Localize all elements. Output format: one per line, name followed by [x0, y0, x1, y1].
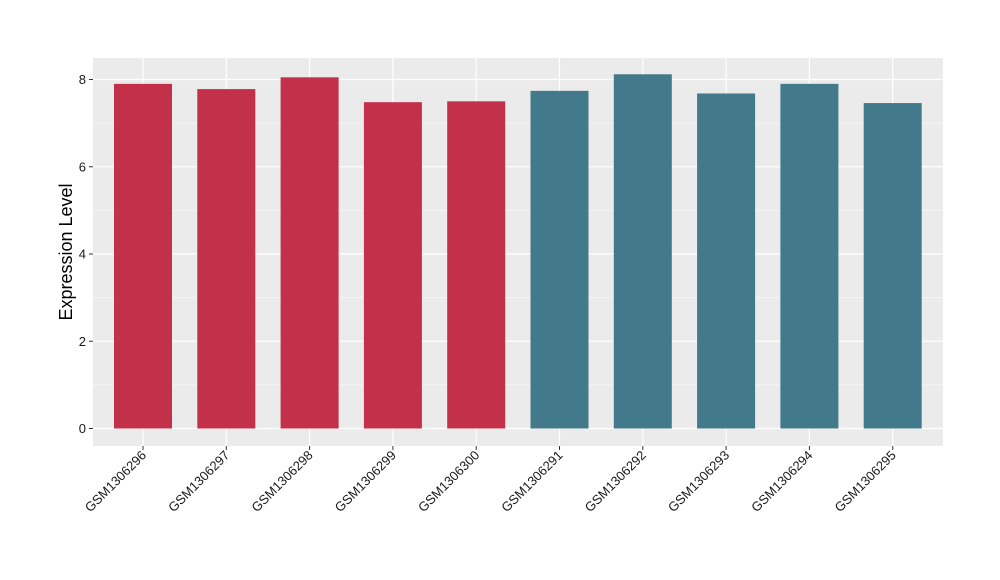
x-tick-label: GSM1306294 [748, 448, 815, 515]
bar-GSM1306300 [447, 101, 506, 429]
y-tick-label: 8 [79, 72, 86, 87]
x-tick-label: GSM1306297 [165, 448, 232, 515]
y-axis-title: Expression Level [56, 183, 76, 320]
x-tick-label: GSM1306298 [248, 448, 315, 515]
y-tick-label: 4 [79, 247, 86, 262]
y-tick-label: 0 [79, 421, 86, 436]
y-tick-label: 2 [79, 334, 86, 349]
x-tick-label: GSM1306291 [498, 448, 565, 515]
bar-GSM1306293 [697, 93, 756, 429]
x-tick-label: GSM1306299 [332, 448, 399, 515]
x-tick-label: GSM1306295 [831, 448, 898, 515]
bar-GSM1306298 [280, 77, 339, 429]
x-tick-label: GSM1306293 [665, 448, 732, 515]
bar-GSM1306299 [363, 102, 422, 429]
bar-GSM1306296 [114, 83, 172, 429]
y-axis: 0 2 4 6 8 [79, 72, 93, 436]
bars-group [114, 74, 922, 429]
bar-GSM1306292 [613, 74, 672, 429]
bar-GSM1306295 [863, 103, 922, 429]
bar-GSM1306294 [780, 83, 839, 429]
x-axis: GSM1306296 GSM1306297 GSM1306298 GSM1306299… [82, 446, 899, 515]
x-tick-label: GSM1306296 [82, 448, 149, 515]
bar-GSM1306297 [197, 89, 256, 429]
x-tick-label: GSM1306292 [582, 448, 649, 515]
y-tick-label: 6 [79, 159, 86, 174]
bar-GSM1306291 [530, 90, 589, 429]
x-tick-label: GSM1306300 [415, 448, 482, 515]
